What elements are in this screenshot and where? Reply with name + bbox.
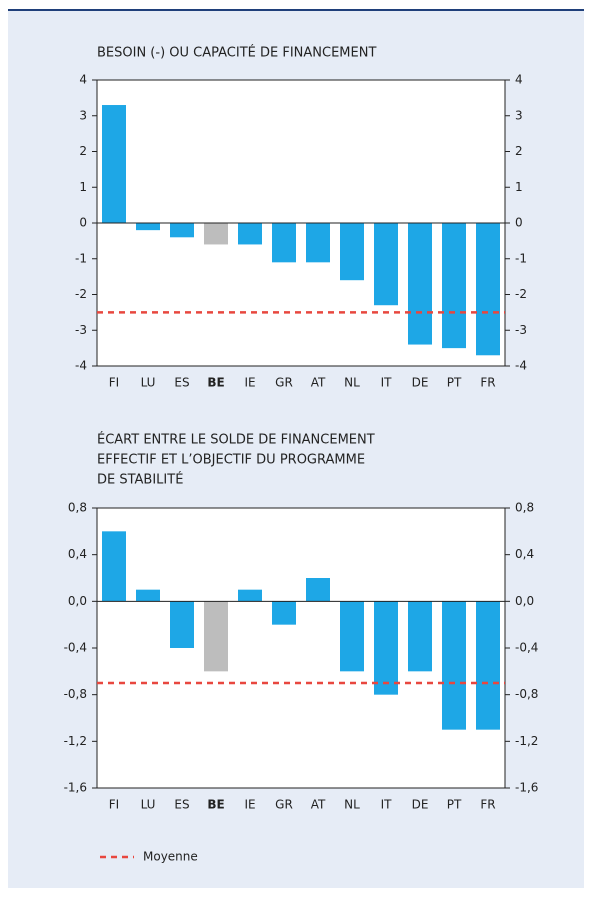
y-tick-label: 0 <box>79 216 87 230</box>
x-tick-label: NL <box>344 376 360 390</box>
y2-tick-label: -1,6 <box>515 781 538 795</box>
x-tick-label: NL <box>344 798 360 812</box>
x-tick-label: FR <box>480 798 495 812</box>
y2-tick-label: -0,4 <box>515 641 538 655</box>
bar <box>374 601 398 695</box>
y-tick-label: 2 <box>79 144 87 158</box>
x-tick-label: ES <box>174 798 189 812</box>
y2-tick-label: 4 <box>515 73 523 87</box>
bar <box>306 578 330 602</box>
legend-label: Moyenne <box>143 850 198 864</box>
x-tick-label: PT <box>447 376 462 390</box>
x-tick-label: AT <box>311 798 326 812</box>
bar <box>136 589 160 602</box>
x-tick-label: BE <box>207 376 224 390</box>
y2-tick-label: -2 <box>515 287 527 301</box>
x-tick-label: GR <box>275 376 293 390</box>
chart-title: DE STABILITÉ <box>97 472 183 488</box>
bar <box>272 223 296 263</box>
bar <box>170 223 194 238</box>
x-tick-label: GR <box>275 798 293 812</box>
bar <box>408 223 432 345</box>
x-tick-label: ES <box>174 376 189 390</box>
chart-title: ÉCART ENTRE LE SOLDE DE FINANCEMENT <box>97 432 375 448</box>
bar <box>170 601 194 648</box>
x-tick-label: LU <box>141 798 156 812</box>
y-tick-label: 1 <box>79 180 87 194</box>
y-tick-label: 0,4 <box>68 547 87 561</box>
x-tick-label: FI <box>109 798 119 812</box>
bar <box>238 223 262 245</box>
plot-area <box>96 507 506 789</box>
y2-tick-label: 3 <box>515 108 523 122</box>
bar <box>136 223 160 231</box>
x-tick-label: FI <box>109 376 119 390</box>
bar <box>442 601 466 730</box>
x-tick-label: AT <box>311 376 326 390</box>
x-tick-label: LU <box>141 376 156 390</box>
bar <box>204 601 228 672</box>
bar <box>340 601 364 672</box>
x-tick-label: IE <box>244 798 255 812</box>
y2-tick-label: 0,4 <box>515 547 534 561</box>
y2-tick-label: 2 <box>515 144 523 158</box>
x-tick-label: FR <box>480 376 495 390</box>
bar <box>476 601 500 730</box>
y2-tick-label: 0 <box>515 216 523 230</box>
y-tick-label: -1,2 <box>64 734 87 748</box>
chart-title: BESOIN (-) OU CAPACITÉ DE FINANCEMENT <box>97 45 376 61</box>
bar <box>238 589 262 602</box>
y2-tick-label: 1 <box>515 180 523 194</box>
y2-tick-label: -3 <box>515 323 527 337</box>
x-tick-label: BE <box>207 798 224 812</box>
y-tick-label: -3 <box>75 323 87 337</box>
y2-tick-label: -1,2 <box>515 734 538 748</box>
y-tick-label: -1 <box>75 251 87 265</box>
y-tick-label: 0,0 <box>68 594 87 608</box>
x-tick-label: PT <box>447 798 462 812</box>
y2-tick-label: -1 <box>515 251 527 265</box>
x-tick-label: DE <box>412 798 429 812</box>
bar <box>476 223 500 356</box>
x-tick-label: IE <box>244 376 255 390</box>
x-tick-label: IT <box>381 798 393 812</box>
y-tick-label: -1,6 <box>64 781 87 795</box>
y-tick-label: -0,8 <box>64 687 87 701</box>
y-tick-label: 3 <box>79 108 87 122</box>
y-tick-label: -0,4 <box>64 641 87 655</box>
y2-tick-label: -4 <box>515 359 527 373</box>
y2-tick-label: -0,8 <box>515 687 538 701</box>
x-tick-label: IT <box>381 376 393 390</box>
bar <box>272 601 296 625</box>
x-tick-label: DE <box>412 376 429 390</box>
y-tick-label: -2 <box>75 287 87 301</box>
bar <box>306 223 330 263</box>
bar <box>408 601 432 672</box>
bar <box>102 531 126 602</box>
bar <box>340 223 364 281</box>
y2-tick-label: 0,0 <box>515 594 534 608</box>
y-tick-label: -4 <box>75 359 87 373</box>
y-tick-label: 0,8 <box>68 501 87 515</box>
y-tick-label: 4 <box>79 73 87 87</box>
bar <box>374 223 398 306</box>
chart-title: EFFECTIF ET L’OBJECTIF DU PROGRAMME <box>97 453 365 468</box>
bar <box>204 223 228 245</box>
bar <box>102 105 126 223</box>
y2-tick-label: 0,8 <box>515 501 534 515</box>
bar <box>442 223 466 349</box>
